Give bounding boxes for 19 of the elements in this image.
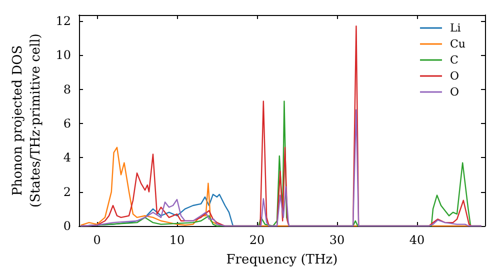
x-tick-label: 40 xyxy=(409,233,425,247)
y-tick-label: 8 xyxy=(63,82,71,96)
x-axis-title: Frequency (THz) xyxy=(226,252,338,268)
y-tick-label: 6 xyxy=(63,116,71,130)
y-tick-label: 4 xyxy=(63,150,72,165)
x-tick-label: 20 xyxy=(249,233,265,247)
legend-label: O xyxy=(450,70,460,82)
y-tick-label: 0 xyxy=(63,219,71,233)
x-tick-label: 30 xyxy=(329,233,345,247)
x-tick-label: 0 xyxy=(93,233,101,247)
legend-label: Cu xyxy=(450,38,466,50)
legend-label: Li xyxy=(450,22,462,34)
y-tick-label: 2 xyxy=(63,184,71,199)
x-tick-label: 10 xyxy=(169,233,185,247)
legend-label: C xyxy=(450,54,458,66)
y-tick-label: 12 xyxy=(56,14,71,28)
y-tick-label: 10 xyxy=(56,48,71,62)
y-axis-title: Phonon projected DOS (States/THz·primitive cell) xyxy=(10,33,44,208)
legend-label: O xyxy=(450,86,460,98)
